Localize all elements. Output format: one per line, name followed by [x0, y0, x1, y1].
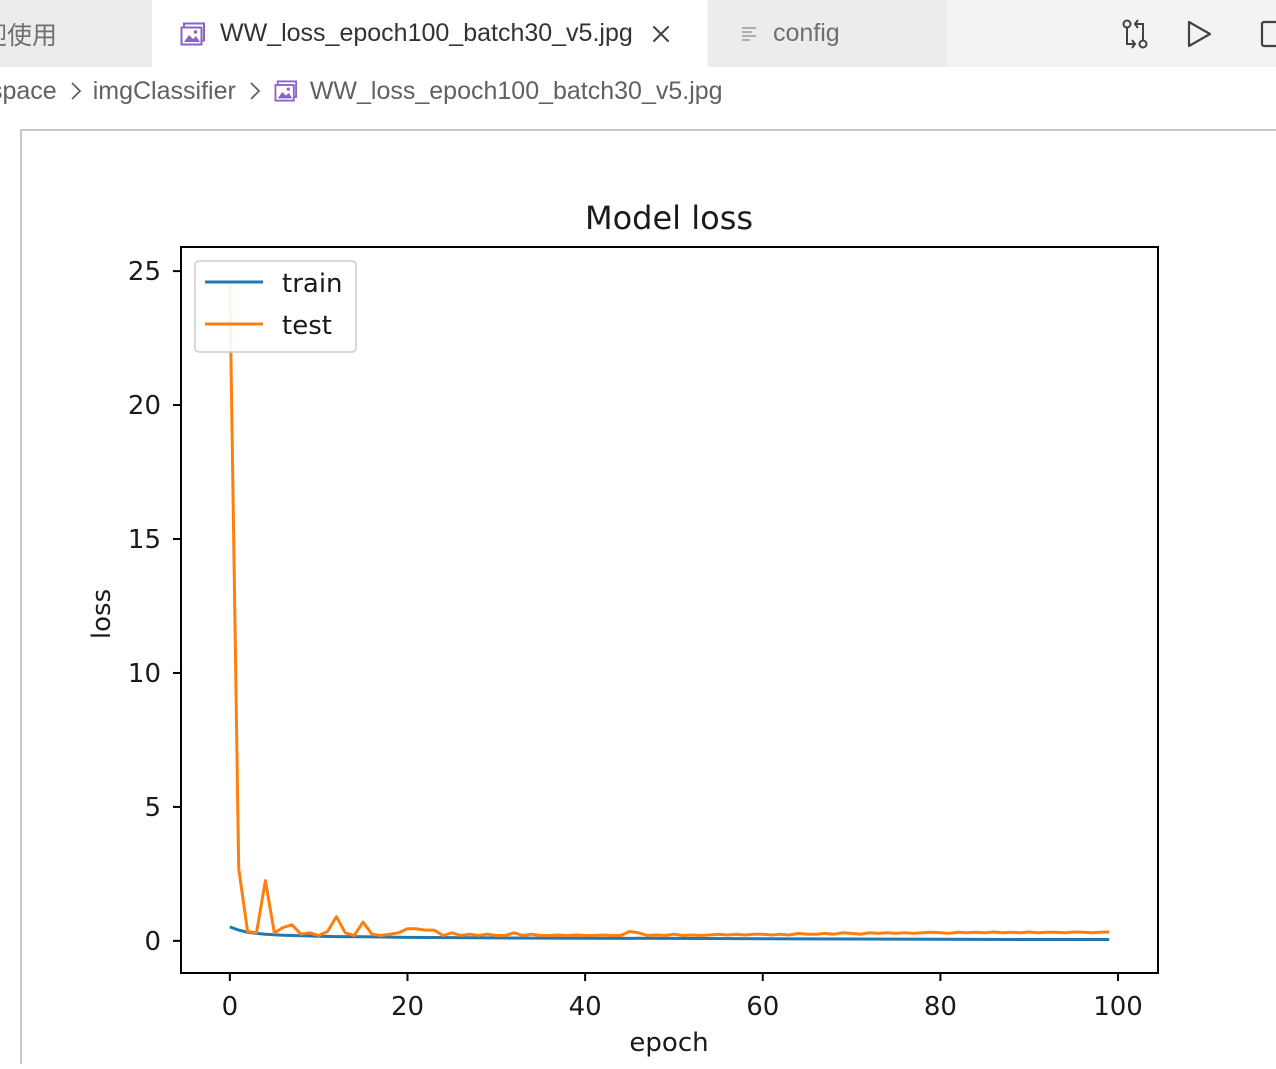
x-tick-label: 0 — [222, 992, 239, 1022]
chevron-right-icon — [250, 82, 261, 100]
x-axis-label: epoch — [629, 1028, 708, 1058]
compare-changes-icon[interactable] — [1118, 17, 1152, 51]
tab-welcome-label: 迎使用 — [0, 21, 58, 50]
tab-image-preview-label: WW_loss_epoch100_batch30_v5.jpg — [220, 19, 633, 47]
run-icon[interactable] — [1182, 17, 1216, 51]
series-line-train — [229, 925, 1110, 941]
breadcrumb: space imgClassifier WW_loss_epoch100_bat… — [0, 67, 1276, 115]
y-axis-label: loss — [87, 589, 117, 639]
x-tick-label: 100 — [1093, 992, 1143, 1022]
chevron-right-icon — [71, 82, 81, 100]
y-tick-label: 15 — [128, 525, 161, 555]
image-icon — [274, 80, 297, 102]
editor-actions — [1118, 0, 1276, 67]
series-line-test — [228, 281, 1110, 937]
loss-chart: Model loss loss epoch 0 20 40 60 80 100 0 5 10 15… — [87, 199, 1159, 1058]
y-tick-label: 5 — [144, 793, 161, 823]
y-tick-label: 10 — [128, 659, 161, 689]
breadcrumb-item-workspace[interactable]: space — [0, 76, 57, 105]
image-icon — [180, 22, 205, 45]
legend: train test — [194, 260, 357, 353]
x-tick-label: 80 — [924, 992, 957, 1022]
lines-icon — [742, 26, 756, 41]
tab-image-preview[interactable]: WW_loss_epoch100_batch30_v5.jpg — [152, 0, 707, 67]
x-tick-label: 20 — [391, 992, 424, 1022]
chart-title: Model loss — [585, 199, 753, 237]
legend-label-test: test — [282, 311, 332, 341]
x-tick-label: 60 — [746, 992, 779, 1022]
tab-bar: 迎使用 WW_loss_epoch100_batch30_v5.jpg conf… — [0, 0, 1276, 67]
close-icon[interactable] — [651, 24, 671, 44]
tab-welcome[interactable]: 迎使用 — [0, 0, 152, 67]
x-tick-label: 40 — [569, 992, 602, 1022]
plot-frame — [180, 246, 1159, 974]
image-preview: Model loss loss epoch 0 20 40 60 80 100 0 5 10 15… — [20, 129, 1276, 1064]
breadcrumb-item-file[interactable]: WW_loss_epoch100_batch30_v5.jpg — [309, 76, 723, 105]
tab-config[interactable]: config — [708, 0, 946, 67]
split-editor-icon[interactable] — [1246, 17, 1276, 51]
y-tick-label: 20 — [128, 391, 161, 421]
tab-config-label: config — [773, 19, 840, 47]
legend-label-train: train — [282, 269, 343, 299]
y-tick-label: 25 — [128, 257, 161, 287]
breadcrumb-item-folder[interactable]: imgClassifier — [92, 76, 236, 105]
legend-box — [194, 260, 357, 353]
y-tick-label: 0 — [144, 927, 161, 957]
